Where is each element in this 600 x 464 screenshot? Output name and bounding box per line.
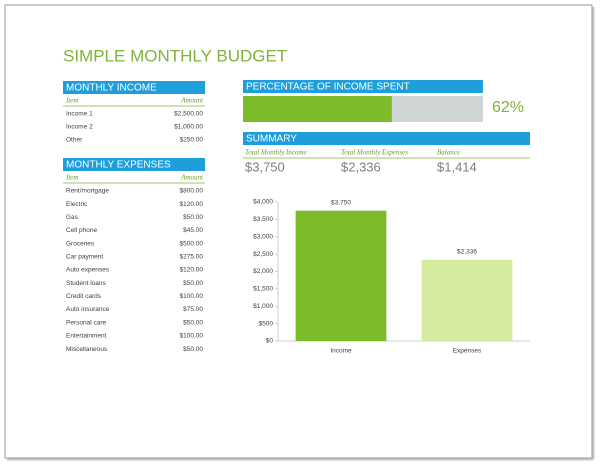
- row-amount: $50.00: [183, 280, 203, 287]
- row-item: Auto expenses: [66, 267, 110, 274]
- row-item: Other: [66, 137, 83, 144]
- summary-label: Total Monthly Expenses: [341, 149, 408, 157]
- percentage-value: 62%: [492, 99, 524, 116]
- bar: [295, 210, 387, 341]
- y-tick-label: $3,500: [253, 216, 273, 223]
- title: SIMPLE MONTHLY BUDGET: [63, 46, 287, 65]
- section-heading: MONTHLY EXPENSES: [66, 160, 171, 171]
- row-item: Income 1: [66, 111, 93, 118]
- section-heading: PERCENTAGE OF INCOME SPENT: [246, 82, 410, 93]
- row-amount: $1,000.00: [174, 124, 203, 131]
- row-amount: $50.00: [183, 214, 203, 221]
- x-tick-label: Expenses: [453, 348, 482, 355]
- column-header: Item: [65, 174, 78, 182]
- y-tick-label: $0: [266, 338, 274, 345]
- row-amount: $500.00: [180, 240, 204, 247]
- row-amount: $275.00: [180, 254, 204, 261]
- row-amount: $2,500.00: [174, 111, 203, 118]
- row-amount: $800.00: [180, 188, 204, 195]
- row-item: Gas: [66, 214, 79, 221]
- y-tick-label: $1,000: [253, 303, 273, 310]
- row-amount: $50.00: [183, 319, 203, 326]
- row-item: Miscellaneous: [66, 346, 108, 353]
- row-amount: $120.00: [180, 267, 204, 274]
- row-item: Credit cards: [66, 293, 102, 300]
- summary-label: Balance: [437, 149, 460, 157]
- row-item: Auto insurance: [66, 306, 110, 313]
- data-label: $2,336: [457, 249, 477, 256]
- row-amount: $250.00: [180, 137, 204, 144]
- x-tick-label: Income: [330, 348, 352, 355]
- column-header: Item: [65, 97, 78, 105]
- y-tick-label: $2,500: [253, 251, 273, 258]
- section-header: [63, 158, 205, 171]
- row-amount: $50.00: [183, 346, 203, 353]
- y-tick-label: $1,500: [253, 286, 273, 293]
- summary-value: $1,414: [437, 159, 477, 174]
- row-amount: $100.00: [180, 293, 204, 300]
- summary-value: $2,336: [341, 159, 381, 174]
- section-header: [243, 80, 483, 93]
- row-item: Income 2: [66, 124, 93, 131]
- row-amount: $120.00: [180, 201, 204, 208]
- column-header: Amount: [180, 174, 204, 182]
- data-label: $3,750: [331, 199, 351, 206]
- summary-value: $3,750: [245, 159, 285, 174]
- y-tick-label: $2,000: [253, 268, 273, 275]
- row-item: Groceries: [66, 240, 95, 247]
- section-header: [243, 132, 530, 145]
- y-tick-label: $4,000: [253, 199, 273, 206]
- row-amount: $45.00: [183, 227, 203, 234]
- summary-label: Total Monthly Income: [245, 149, 307, 157]
- section-heading: SUMMARY: [246, 134, 297, 145]
- section-header: [63, 81, 205, 94]
- row-item: Electric: [66, 201, 88, 208]
- y-tick-label: $500: [259, 320, 274, 327]
- progress-fill: [243, 96, 392, 122]
- section-heading: MONTHLY INCOME: [66, 83, 157, 94]
- row-item: Rent/mortgage: [66, 188, 109, 195]
- row-amount: $75.00: [183, 306, 203, 313]
- row-amount: $100.00: [180, 333, 204, 340]
- row-item: Personal care: [66, 319, 106, 326]
- column-header: Amount: [180, 97, 204, 105]
- row-item: Car payment: [66, 254, 103, 261]
- row-item: Cell phone: [66, 227, 97, 234]
- row-item: Student loans: [66, 280, 107, 287]
- y-tick-label: $3,000: [253, 233, 273, 240]
- row-item: Entertainment: [66, 333, 107, 340]
- bar: [421, 259, 513, 341]
